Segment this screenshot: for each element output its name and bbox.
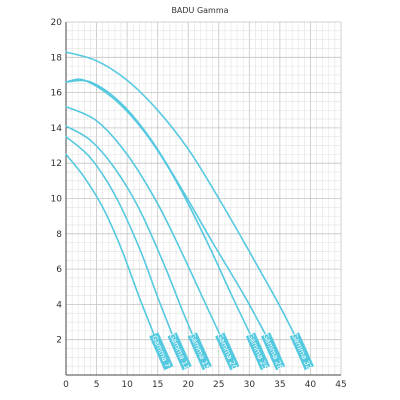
series-label-text: Gamma 32 [290,332,313,371]
series-line-gamma-11 [65,135,174,337]
x-tick-label: 45 [335,380,346,390]
series-label-box [167,332,192,371]
y-tick-label: 10 [51,195,63,205]
series-line-gamma-7 [65,153,156,337]
chart-title: BADU Gamma [171,6,228,15]
axes: 0 5 10 15 20 25 30 35 40 45 2 4 6 8 10 12 14 16 18 20 [51,18,347,390]
series-label-box [149,332,174,371]
x-tick-label: 0 [63,380,69,390]
series-label-box [215,332,240,371]
series-label-box [187,332,212,371]
series-group [65,51,296,337]
series-line-gamma-32 [65,51,296,337]
series-line-gamma-15 [65,125,194,337]
y-tick-label: 16 [51,89,63,99]
y-tick-label: 4 [56,300,62,310]
x-tick-label: 5 [94,380,100,390]
x-tick-label: 35 [274,380,285,390]
y-tick-label: 12 [51,159,62,169]
series-label-box [289,332,315,371]
x-tick-label: 30 [244,380,256,390]
series-label-box [261,332,286,371]
x-tick-label: 40 [305,380,317,390]
y-tick-label: 20 [51,18,63,28]
series-line-gamma-20 [65,105,222,337]
y-tick-label: 6 [56,265,62,275]
series-label-text: Gamma 15 [188,332,211,371]
x-tick-label: 20 [182,380,194,390]
y-tick-label: 18 [51,53,63,63]
y-tick-label: 14 [51,124,63,134]
series-line-gamma-28 [65,79,268,337]
y-tick-label: 8 [56,230,62,240]
x-tick-label: 25 [213,380,224,390]
x-tick-label: 10 [121,380,133,390]
grid [65,21,342,376]
y-tick-label: 2 [56,336,62,346]
series-label-box [245,332,271,371]
x-tick-label: 15 [152,380,163,390]
